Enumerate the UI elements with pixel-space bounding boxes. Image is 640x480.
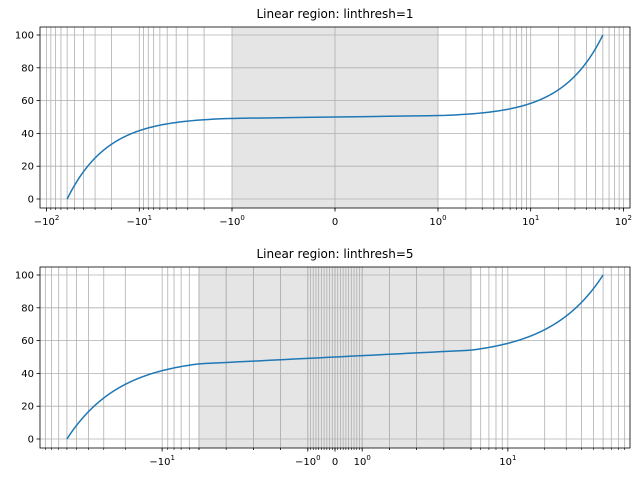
x-tick-label: −101 xyxy=(127,214,153,228)
y-tick-label: 40 xyxy=(21,129,34,140)
y-tick-label: 100 xyxy=(15,271,34,282)
x-tick-label: 101 xyxy=(522,214,539,228)
x-tick-label: 101 xyxy=(499,454,516,468)
x-tick-label: 102 xyxy=(615,214,632,228)
y-tick-label: 20 xyxy=(21,162,34,173)
grid xyxy=(40,267,630,448)
grid xyxy=(40,27,630,208)
y-tick-label: 20 xyxy=(21,402,34,413)
x-tick-label: 100 xyxy=(429,214,446,228)
y-tick-label: 40 xyxy=(21,369,34,380)
y-tick-label: 80 xyxy=(21,303,34,314)
axes-linthresh-5: −101 −100 0 100 101 0 20 40 60 80 100 Linear region… xyxy=(15,247,631,468)
x-tick-label: −100 xyxy=(219,214,245,228)
axes-title: Linear region: linthresh=1 xyxy=(256,7,413,21)
x-tick-label: −102 xyxy=(34,214,60,228)
axes-title: Linear region: linthresh=5 xyxy=(256,247,413,261)
x-tick-label: 0 xyxy=(332,217,338,228)
x-tick-label: −100 xyxy=(295,454,321,468)
y-tick-label: 80 xyxy=(21,63,34,74)
x-tick-label: 0 xyxy=(332,457,338,468)
data-line xyxy=(66,274,604,440)
y-tick-label: 100 xyxy=(15,31,34,42)
y-tick-label: 0 xyxy=(28,195,34,206)
y-tick-label: 0 xyxy=(28,435,34,446)
y-tick-label: 60 xyxy=(21,96,34,107)
y-tick-label: 60 xyxy=(21,336,34,347)
axes-linthresh-1: −102 −101 −100 0 100 101 102 0 20 40 60 80 100 Linear… xyxy=(15,7,632,228)
x-tick-label: 100 xyxy=(354,454,371,468)
x-tick-label: −101 xyxy=(149,454,175,468)
data-line xyxy=(66,34,604,200)
